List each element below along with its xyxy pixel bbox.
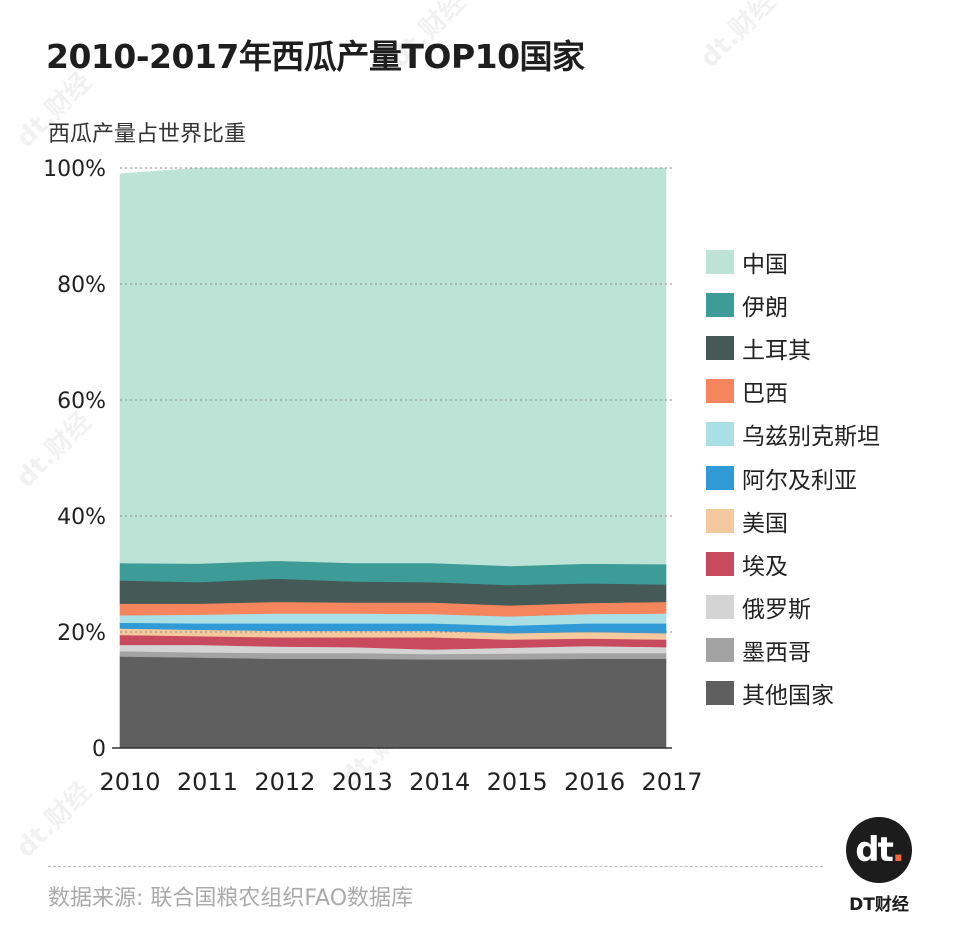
legend-item: 巴西 [706, 370, 880, 413]
legend-item: 美国 [706, 499, 880, 542]
legend-label: 美国 [742, 510, 788, 537]
legend-item: 伊朗 [706, 283, 880, 326]
legend-item: 阿尔及利亚 [706, 456, 880, 499]
legend-label: 其他国家 [742, 683, 834, 710]
legend-label: 巴西 [742, 381, 788, 408]
chart-legend: 中国伊朗土耳其巴西乌兹别克斯坦 阿尔及利亚美国埃及俄罗斯墨西哥其他国家 [706, 240, 880, 715]
x-tick-label: 2013 [332, 768, 393, 796]
dt-logo: dt. [846, 817, 912, 883]
legend-label: 墨西哥 [742, 640, 811, 667]
legend-item: 埃及 [706, 542, 880, 585]
legend-label: 埃及 [742, 553, 788, 580]
x-tick-label: 2015 [487, 768, 548, 796]
legend-swatch [706, 465, 734, 490]
y-axis-ticks: 0 20% 40% 60% 80% 100% [43, 157, 106, 762]
chart-gridlines [120, 167, 672, 633]
y-tick-label: 20% [57, 621, 106, 646]
y-tick-label: 80% [57, 273, 106, 298]
x-tick-label: 2016 [564, 768, 625, 796]
x-tick-label: 2017 [641, 768, 702, 796]
x-tick-label: 2010 [99, 768, 160, 796]
legend-swatch [706, 595, 734, 620]
legend-swatch [706, 422, 734, 447]
area-series-0 [119, 656, 667, 749]
chart-subtitle: 西瓜产量占世界比重 [48, 122, 247, 147]
legend-label: 土耳其 [742, 337, 811, 364]
legend-label: 中国 [742, 251, 788, 278]
legend-item: 乌兹别克斯坦 [706, 413, 880, 456]
logo-text: DT财经 [849, 895, 909, 915]
chart-areas [119, 167, 667, 749]
y-tick-label: 0 [92, 737, 106, 762]
footer-divider [48, 866, 823, 867]
area-series-10 [119, 167, 667, 567]
legend-item: 土耳其 [706, 326, 880, 369]
legend-item: 中国 [706, 240, 880, 283]
legend-swatch [706, 335, 734, 360]
legend-item: 其他国家 [706, 672, 880, 715]
x-axis-ticks: 2010 2011 2012 2013 2014 2015 2016 2017 [99, 768, 702, 796]
data-source-note: 数据来源: 联合国粮农组织FAO数据库 [48, 886, 414, 911]
x-tick-label: 2011 [177, 768, 238, 796]
logo-mark: dt [855, 830, 894, 870]
legend-label: 俄罗斯 [742, 597, 811, 624]
area-series-9 [119, 560, 667, 586]
legend-item: 墨西哥 [706, 629, 880, 672]
x-tick-label: 2012 [254, 768, 315, 796]
legend-label: 乌兹别克斯坦 [742, 424, 880, 451]
legend-swatch [706, 508, 734, 533]
x-tick-label: 2014 [409, 768, 470, 796]
legend-label: 伊朗 [742, 294, 788, 321]
legend-swatch [706, 249, 734, 274]
chart-title: 2010-2017年西瓜产量TOP10国家 [46, 37, 585, 76]
legend-swatch [706, 638, 734, 663]
legend-label: 阿尔及利亚 [742, 467, 857, 494]
y-tick-label: 100% [43, 157, 106, 182]
legend-swatch [706, 681, 734, 706]
legend-swatch [706, 551, 734, 576]
y-tick-label: 60% [57, 389, 106, 414]
legend-swatch [706, 379, 734, 404]
legend-item: 俄罗斯 [706, 586, 880, 629]
logo-dot: . [891, 830, 905, 870]
legend-swatch [706, 292, 734, 317]
y-tick-label: 40% [57, 505, 106, 530]
